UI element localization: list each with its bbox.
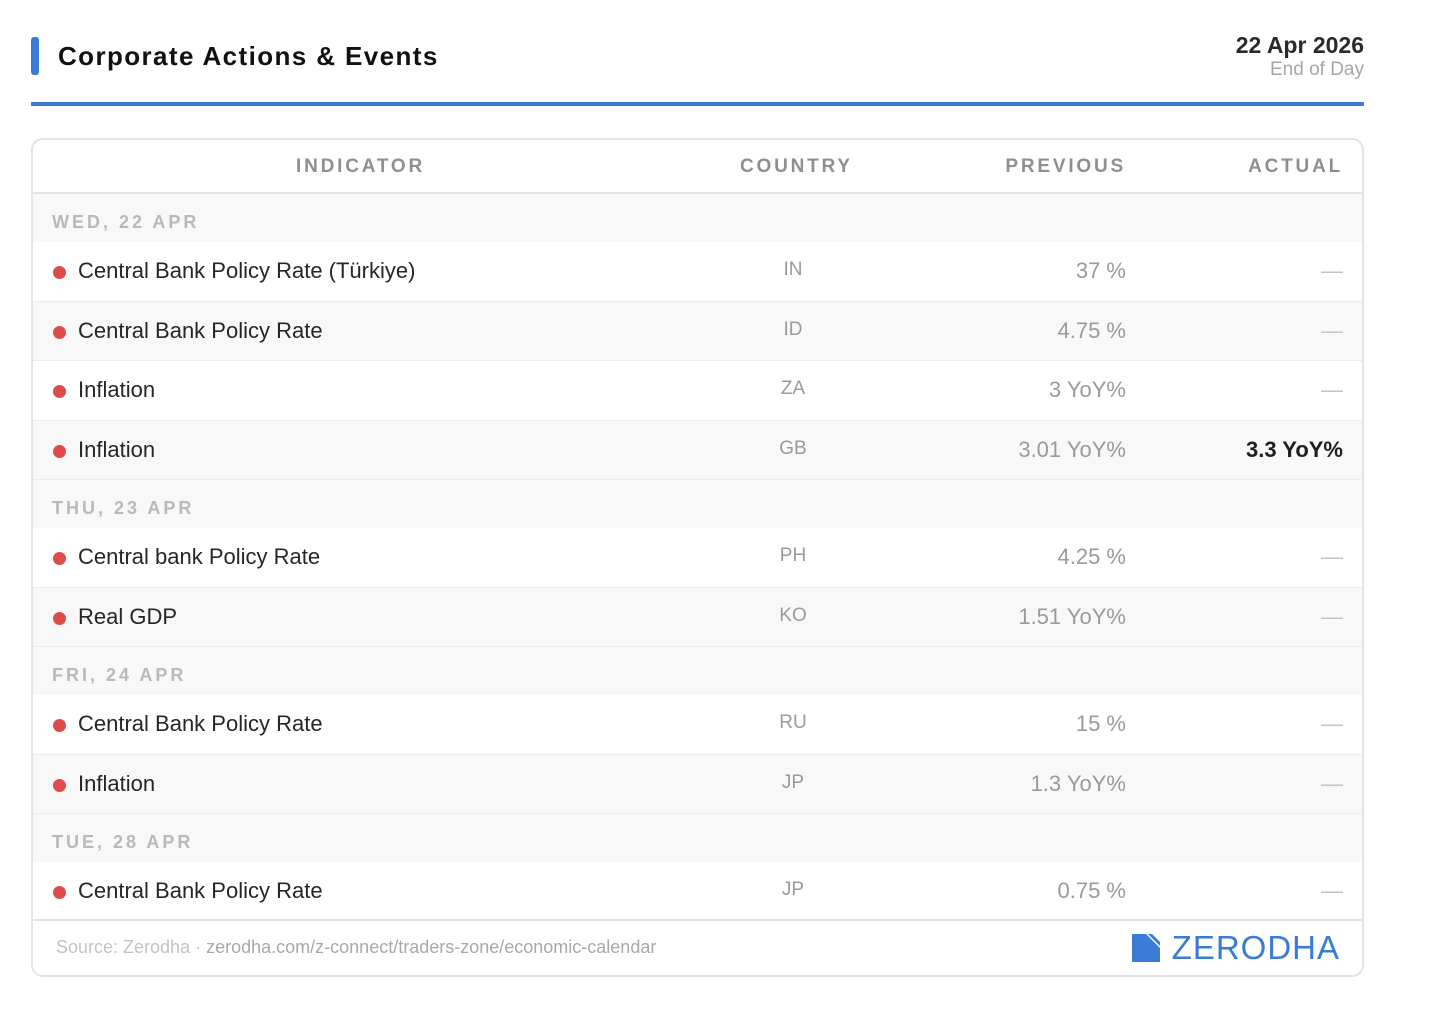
brand-name: ZERODHA [1171,929,1340,966]
previous-value-cell: 3 YoY% [1048,377,1126,402]
country-cell: JP [781,771,805,793]
events-table-card: INDICATOR COUNTRY PREVIOUS ACTUAL WED, 2… [31,138,1364,977]
date-group-label: FRI, 24 APR [52,665,187,685]
date-group-header: TUE, 28 APR [33,814,1362,862]
column-header-indicator[interactable]: INDICATOR [296,156,425,177]
source-link[interactable]: zerodha.com/z-connect/traders-zone/econo… [206,937,657,957]
previous-value-cell: 4.25 % [1057,544,1127,569]
date-group-header: THU, 23 APR [33,480,1362,528]
table-header: INDICATOR COUNTRY PREVIOUS ACTUAL [33,140,1362,194]
source-separator: · [195,937,202,957]
report-date: 22 Apr 2026 [1235,32,1364,58]
actual-value-cell: — [1321,258,1343,283]
indicator-cell: Inflation [78,377,156,402]
country-cell: ID [783,318,803,340]
actual-value-cell: — [1321,878,1343,903]
impact-dot-icon [53,552,66,565]
previous-value-cell: 4.75 % [1057,317,1127,343]
table-body: WED, 22 APR Central Bank Policy Rate (Tür… [33,194,1362,922]
date-group-header: FRI, 24 APR [33,647,1362,695]
indicator-cell: Central Bank Policy Rate [78,317,323,343]
indicator-cell: Central bank Policy Rate [78,544,321,569]
impact-dot-icon [53,611,66,625]
page-header: Corporate Actions & Events 22 Apr 2026 E… [31,30,1364,106]
table-row[interactable]: Inflation JP 1.3 YoY% — [33,754,1362,814]
actual-value-cell: 3.3 YoY% [1245,436,1343,462]
previous-value-cell: 1.3 YoY% [1030,770,1126,796]
table-row[interactable]: Central bank Policy Rate PH 4.25 % — [33,528,1362,588]
table-footer: Source: Zerodha · zerodha.com/z-connect/… [33,919,1362,975]
actual-value-cell: — [1321,711,1343,736]
actual-value-cell: — [1321,770,1343,796]
country-cell: GB [779,437,807,459]
previous-value-cell: 15 % [1075,711,1126,736]
column-header-actual[interactable]: ACTUAL [1248,156,1343,177]
source-attribution: Source: Zerodha · zerodha.com/z-connect/… [56,937,656,958]
table-row[interactable]: Central Bank Policy Rate JP 0.75 % — [33,862,1362,922]
indicator-cell: Central Bank Policy Rate (Türkiye) [78,258,416,283]
country-cell: IN [783,259,803,280]
indicator-cell: Central Bank Policy Rate [78,711,323,736]
date-group-label: WED, 22 APR [52,212,200,232]
previous-value-cell: 1.51 YoY% [1018,603,1126,629]
column-header-country[interactable]: COUNTRY [740,156,853,177]
table-row[interactable]: Inflation ZA 3 YoY% — [33,361,1362,421]
country-cell: JP [781,879,805,900]
country-cell: RU [779,712,807,733]
impact-dot-icon [53,385,66,398]
header-accent-bar [31,37,39,75]
impact-dot-icon [53,886,66,899]
source-label: Source: Zerodha [56,937,191,957]
previous-value-cell: 37 % [1075,258,1126,283]
actual-value-cell: — [1321,317,1343,343]
impact-dot-icon [53,719,66,732]
zerodha-logo-icon [1131,934,1160,962]
previous-value-cell: 3.01 YoY% [1018,436,1126,462]
previous-value-cell: 0.75 % [1057,878,1127,903]
indicator-cell: Central Bank Policy Rate [78,878,323,903]
table-row[interactable]: Central Bank Policy Rate ID 4.75 % — [33,301,1362,361]
date-group-label: THU, 23 APR [52,498,195,518]
table-row[interactable]: Inflation GB 3.01 YoY% 3.3 YoY% [33,420,1362,480]
country-cell: PH [779,545,807,566]
country-cell: KO [779,604,807,626]
actual-value-cell: — [1321,544,1343,569]
table-row[interactable]: Central Bank Policy Rate (Türkiye) IN 37 %… [33,242,1362,302]
table-row[interactable]: Central Bank Policy Rate RU 15 % — [33,695,1362,755]
country-cell: ZA [780,378,806,399]
impact-dot-icon [53,778,66,792]
report-subtitle: End of Day [1270,59,1364,80]
indicator-cell: Inflation [78,436,156,462]
page-title: Corporate Actions & Events [58,41,439,71]
actual-value-cell: — [1321,377,1343,402]
indicator-cell: Inflation [78,770,156,796]
date-group-header: WED, 22 APR [33,194,1362,242]
impact-dot-icon [53,266,66,279]
actual-value-cell: — [1321,603,1343,629]
brand-logo: ZERODHA [1131,929,1340,966]
table-row[interactable]: Real GDP KO 1.51 YoY% — [33,587,1362,647]
impact-dot-icon [53,325,66,339]
indicator-cell: Real GDP [78,603,178,629]
date-group-label: TUE, 28 APR [52,832,194,852]
report-date-block: 22 Apr 2026 End of Day [1236,32,1364,82]
impact-dot-icon [53,444,66,458]
column-header-previous[interactable]: PREVIOUS [1005,156,1126,177]
